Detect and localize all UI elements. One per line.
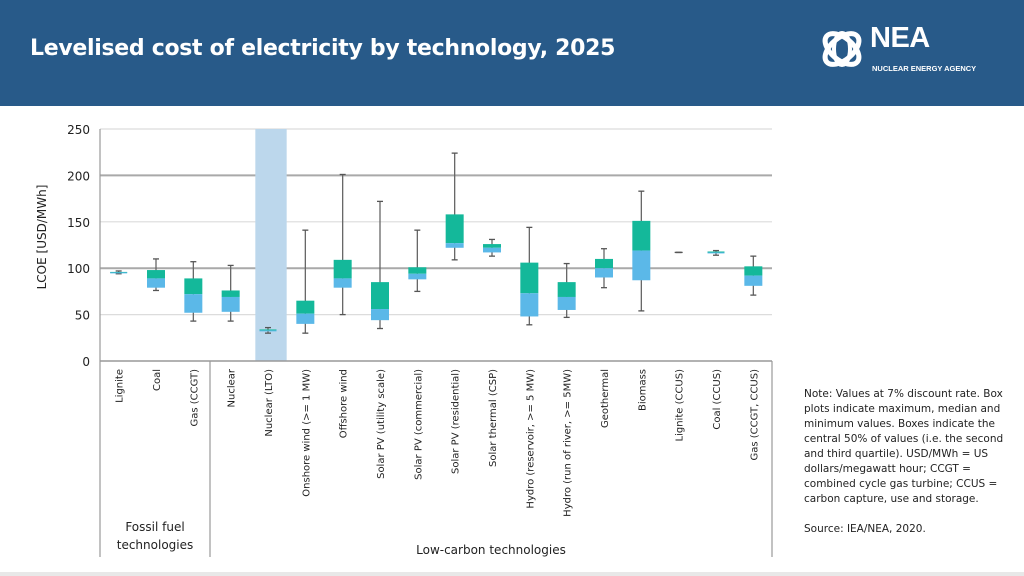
x-tick-label: Geothermal — [600, 369, 611, 428]
x-tick-label: Coal (CCUS) — [712, 369, 723, 430]
upper-quartile-box — [744, 266, 763, 276]
box-plot — [259, 326, 277, 334]
x-tick-label: Coal — [152, 369, 163, 391]
box-plot — [221, 264, 240, 322]
upper-quartile-box — [632, 220, 651, 251]
group-label-fossil: Fossil fuel technologies — [117, 520, 194, 552]
x-tick-label: Solar PV (commercial) — [413, 369, 424, 480]
box-plot — [520, 226, 539, 326]
lower-quartile-box — [632, 250, 651, 281]
lower-quartile-box — [557, 296, 576, 310]
box-plot — [333, 173, 352, 316]
box-plot — [371, 200, 389, 330]
lower-quartile-box — [371, 309, 389, 321]
x-tick-label: Gas (CCGT, CCUS) — [749, 369, 760, 461]
box-plot — [296, 229, 315, 334]
upper-quartile-box — [147, 270, 165, 279]
box-plot — [408, 229, 427, 293]
lower-quartile-box — [595, 268, 613, 278]
nea-logo: NEA NUCLEAR ENERGY AGENCY — [818, 20, 988, 80]
upper-quartile-box — [371, 282, 389, 310]
logo-subtitle: NUCLEAR ENERGY AGENCY — [872, 64, 977, 73]
y-tick-label: 0 — [82, 355, 90, 369]
x-tick-label: Hydro (run of river, >= 5MW) — [563, 369, 574, 517]
lcoe-box-chart: 0 50 100 150 200 250 LCOE [USD/MWh] Lignite Co… — [35, 123, 773, 557]
lower-quartile-box — [408, 273, 427, 280]
upper-quartile-box — [221, 290, 240, 297]
lower-quartile-box — [296, 313, 315, 324]
x-tick-label: Gas (CCGT) — [189, 369, 200, 427]
x-tick-label: Lignite (CCUS) — [675, 369, 686, 442]
header-banner: Levelised cost of electricity by technol… — [0, 0, 1024, 106]
lower-quartile-box — [744, 275, 763, 286]
atom-logo-icon — [822, 31, 862, 67]
upper-quartile-box — [333, 259, 352, 279]
upper-quartile-box — [408, 267, 427, 274]
y-tick-label: 150 — [67, 216, 90, 230]
lower-quartile-box — [445, 243, 464, 248]
chart-note: Note: Values at 7% discount rate. Box pl… — [804, 387, 1024, 537]
y-axis-label: LCOE [USD/MWh] — [35, 185, 49, 290]
box-plot — [707, 249, 725, 256]
upper-quartile-box — [184, 278, 203, 295]
footer-strip — [0, 572, 1024, 576]
box-plot — [445, 152, 464, 261]
box-plot — [595, 248, 613, 289]
lower-quartile-box — [221, 296, 240, 312]
group-labels: Fossil fuel technologies Low-carbon techno… — [117, 520, 566, 557]
chart-title: Levelised cost of electricity by technol… — [30, 36, 616, 61]
x-tick-label: Solar PV (utility scale) — [376, 369, 387, 479]
upper-quartile-box — [520, 262, 539, 294]
upper-quartile-box — [445, 214, 464, 244]
y-tick-labels: 0 50 100 150 200 250 — [67, 123, 90, 369]
x-tick-label: Onshore wind (>= 1 MW) — [301, 369, 312, 497]
source-text: Source: IEA/NEA, 2020. — [804, 523, 926, 535]
box-plot — [557, 262, 576, 319]
x-tick-label: Solar PV (residential) — [451, 369, 462, 474]
x-tick-label: Nuclear (LTO) — [264, 369, 275, 437]
box-plot — [632, 190, 651, 312]
note-text: Note: Values at 7% discount rate. Box pl… — [804, 388, 1004, 505]
lower-quartile-box — [520, 293, 539, 317]
y-tick-label: 200 — [67, 169, 90, 183]
lower-quartile-box — [483, 247, 501, 253]
y-tick-label: 100 — [67, 262, 90, 276]
lower-quartile-box — [184, 294, 203, 313]
box-plot — [483, 238, 501, 257]
box-plot — [110, 270, 128, 275]
lower-quartile-box — [707, 252, 725, 254]
gridlines — [100, 128, 772, 316]
box-plot — [184, 261, 203, 322]
highlight-band-rect — [255, 129, 287, 361]
upper-quartile-box — [557, 282, 576, 297]
lower-quartile-box — [147, 278, 165, 288]
upper-quartile-box — [296, 300, 315, 314]
y-tick-label: 250 — [67, 123, 90, 137]
upper-quartile-box — [483, 244, 501, 248]
upper-quartile-box — [707, 251, 725, 253]
x-tick-label: Solar thermal (CSP) — [488, 369, 499, 467]
highlight-band — [255, 129, 287, 361]
upper-quartile-box — [259, 329, 277, 331]
x-tick-label: Lignite — [115, 369, 126, 403]
logo-name: NEA — [870, 22, 930, 54]
x-tick-label: Nuclear — [227, 368, 238, 407]
lower-quartile-box — [333, 278, 352, 288]
box-plots — [110, 152, 763, 334]
box-plot — [744, 255, 763, 296]
x-tick-label: Offshore wind — [339, 369, 350, 438]
y-tick-label: 50 — [75, 309, 90, 323]
x-tick-label: Biomass — [637, 369, 648, 411]
lower-quartile-box — [110, 272, 128, 274]
box-plot — [147, 258, 165, 292]
x-tick-labels: Lignite Coal Gas (CCGT) Nuclear Nuclear (LTO… — [115, 368, 761, 517]
lower-quartile-box — [259, 330, 277, 332]
upper-quartile-box — [595, 258, 613, 269]
axes — [99, 129, 773, 557]
x-tick-label: Hydro (reservoir, >= 5 MW) — [525, 369, 536, 509]
group-label-low-carbon: Low-carbon technologies — [416, 543, 566, 557]
